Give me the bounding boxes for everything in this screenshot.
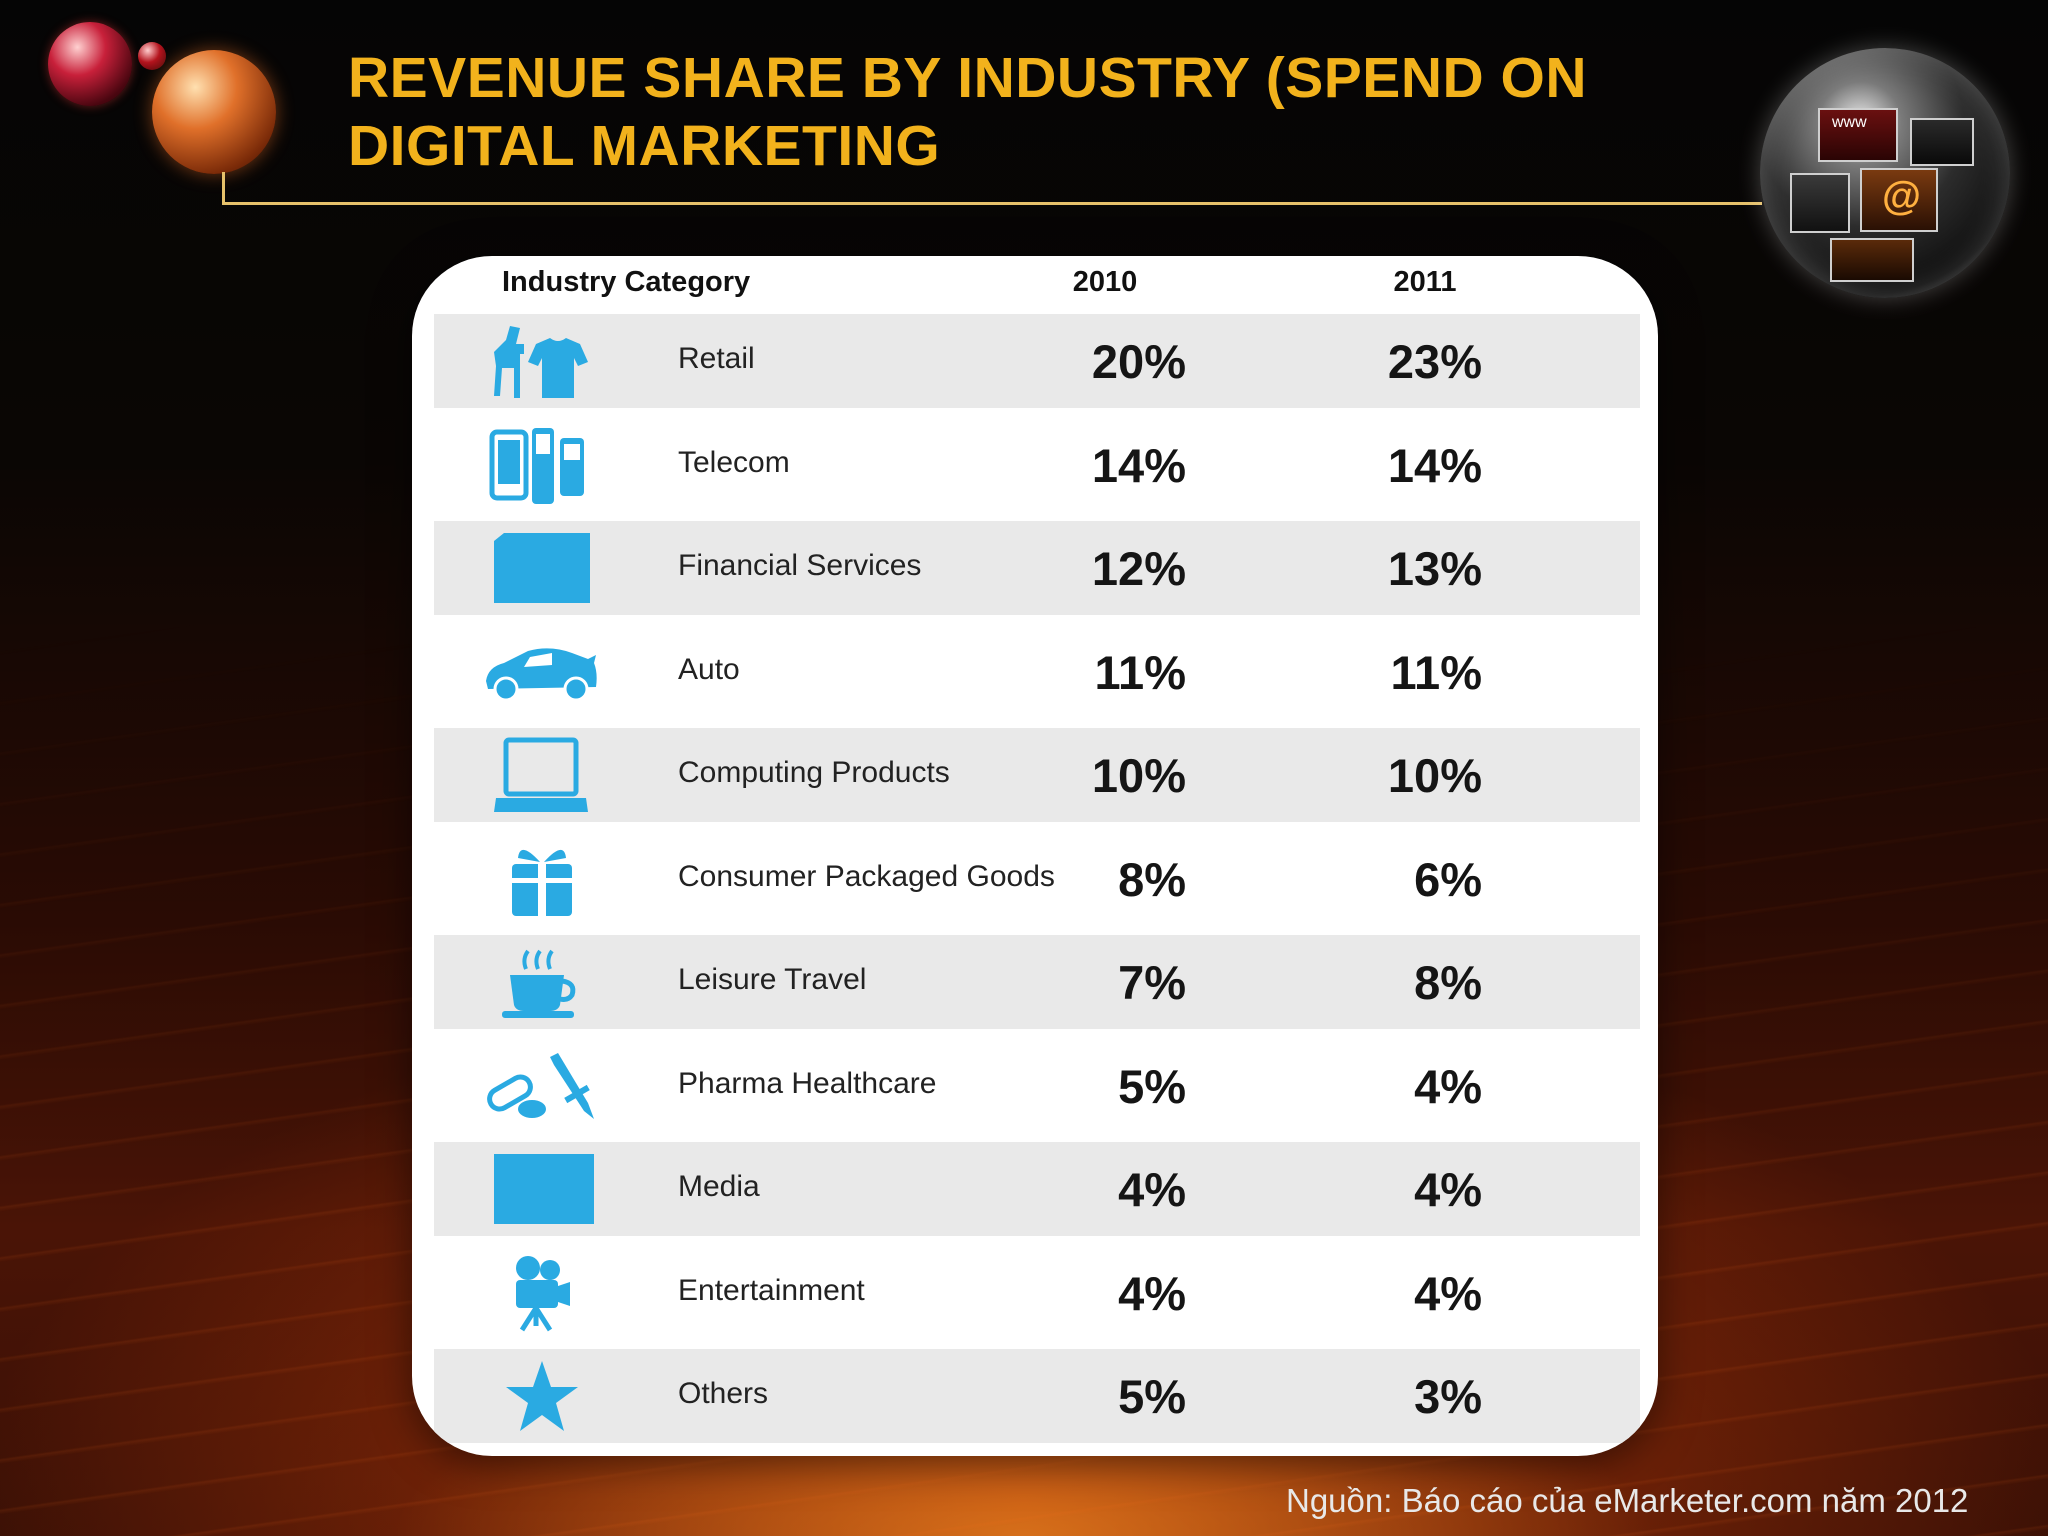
row-label: Entertainment bbox=[678, 1273, 865, 1307]
star-icon bbox=[480, 1357, 600, 1435]
table-row: Computing Products 10% 10% bbox=[434, 728, 1640, 822]
row-value-2010: 8% bbox=[1118, 852, 1186, 906]
row-value-2011: 23% bbox=[1387, 335, 1482, 388]
row-value-2011: 6% bbox=[1414, 852, 1482, 906]
table-row: Telecom 14% 14% bbox=[434, 418, 1640, 512]
source-note: Nguồn: Báo cáo của eMarketer.com năm 201… bbox=[1286, 1482, 1969, 1519]
decorative-orb-large-icon bbox=[152, 50, 276, 174]
row-value-2011: 3% bbox=[1414, 1370, 1482, 1423]
row-value-2010: 4% bbox=[1118, 1163, 1186, 1216]
row-value-2010: 14% bbox=[1091, 438, 1186, 492]
telecom-icon bbox=[480, 426, 600, 504]
row-label: Media bbox=[678, 1170, 760, 1203]
header-2010: 2010 bbox=[1072, 266, 1138, 298]
financial-services-icon bbox=[480, 529, 600, 607]
row-value-2011: 4% bbox=[1414, 1059, 1482, 1113]
table-row: Retail 20% 23% bbox=[434, 314, 1640, 408]
row-value-2010: 7% bbox=[1118, 956, 1186, 1009]
laptop-icon bbox=[480, 736, 600, 814]
title-underline-tick bbox=[222, 172, 225, 205]
row-value-2011: 4% bbox=[1414, 1163, 1482, 1216]
row-value-2010: 10% bbox=[1091, 749, 1186, 802]
decorative-orb-icon bbox=[48, 22, 132, 106]
industry-table: Industry Category 2010 2011 Retail 20% 23%… bbox=[412, 256, 1658, 1456]
row-label: Leisure Travel bbox=[678, 963, 867, 996]
row-value-2011: 13% bbox=[1387, 542, 1482, 595]
decorative-orb-small-icon bbox=[138, 42, 166, 70]
auto-icon bbox=[480, 633, 600, 711]
table-row: Entertainment 4% 4% bbox=[434, 1246, 1640, 1340]
table-row: Others 5% 3% bbox=[434, 1349, 1640, 1443]
row-value-2010: 11% bbox=[1094, 645, 1186, 699]
row-label: Telecom bbox=[678, 445, 790, 479]
row-label: Financial Services bbox=[678, 549, 922, 582]
row-value-2010: 5% bbox=[1118, 1370, 1186, 1423]
row-value-2010: 12% bbox=[1091, 542, 1186, 595]
row-value-2011: 8% bbox=[1414, 956, 1482, 1009]
row-value-2011: 10% bbox=[1387, 749, 1482, 802]
row-value-2010: 20% bbox=[1091, 335, 1186, 388]
table-row: Media 4% 4% bbox=[434, 1142, 1640, 1236]
table-row: Leisure Travel 7% 8% bbox=[434, 935, 1640, 1029]
row-label: Computing Products bbox=[678, 756, 950, 789]
row-value-2011: 11% bbox=[1390, 645, 1482, 699]
row-label: Others bbox=[678, 1377, 769, 1410]
table-row: Pharma Healthcare 5% 4% bbox=[434, 1039, 1640, 1133]
row-label: Auto bbox=[678, 652, 740, 686]
table-row: Consumer Packaged Goods 8% 6% bbox=[434, 832, 1640, 926]
movie-camera-icon bbox=[480, 1254, 600, 1332]
table-row: Financial Services 12% 13% bbox=[434, 521, 1640, 615]
row-value-2010: 4% bbox=[1118, 1266, 1186, 1320]
retail-icon bbox=[480, 322, 600, 400]
table-row: Auto 11% 11% bbox=[434, 625, 1640, 719]
header-2011: 2011 bbox=[1393, 266, 1457, 298]
pills-syringe-icon bbox=[480, 1047, 600, 1125]
row-value-2011: 4% bbox=[1414, 1266, 1482, 1320]
gift-icon bbox=[480, 840, 600, 918]
row-value-2010: 5% bbox=[1118, 1059, 1186, 1113]
row-label: Pharma Healthcare bbox=[678, 1066, 937, 1100]
row-value-2011: 14% bbox=[1387, 438, 1482, 492]
row-label: Consumer Packaged Goods bbox=[678, 859, 1055, 893]
media-icon bbox=[480, 1150, 600, 1228]
globe-www-icon: www @ bbox=[1760, 48, 2010, 298]
header-industry-category: Industry Category bbox=[502, 266, 751, 298]
title-underline bbox=[222, 202, 1762, 205]
coffee-cup-icon bbox=[480, 943, 600, 1021]
slide-title: REVENUE SHARE BY INDUSTRY (SPEND ON DIGI… bbox=[348, 46, 1587, 178]
row-label: Retail bbox=[678, 342, 755, 375]
